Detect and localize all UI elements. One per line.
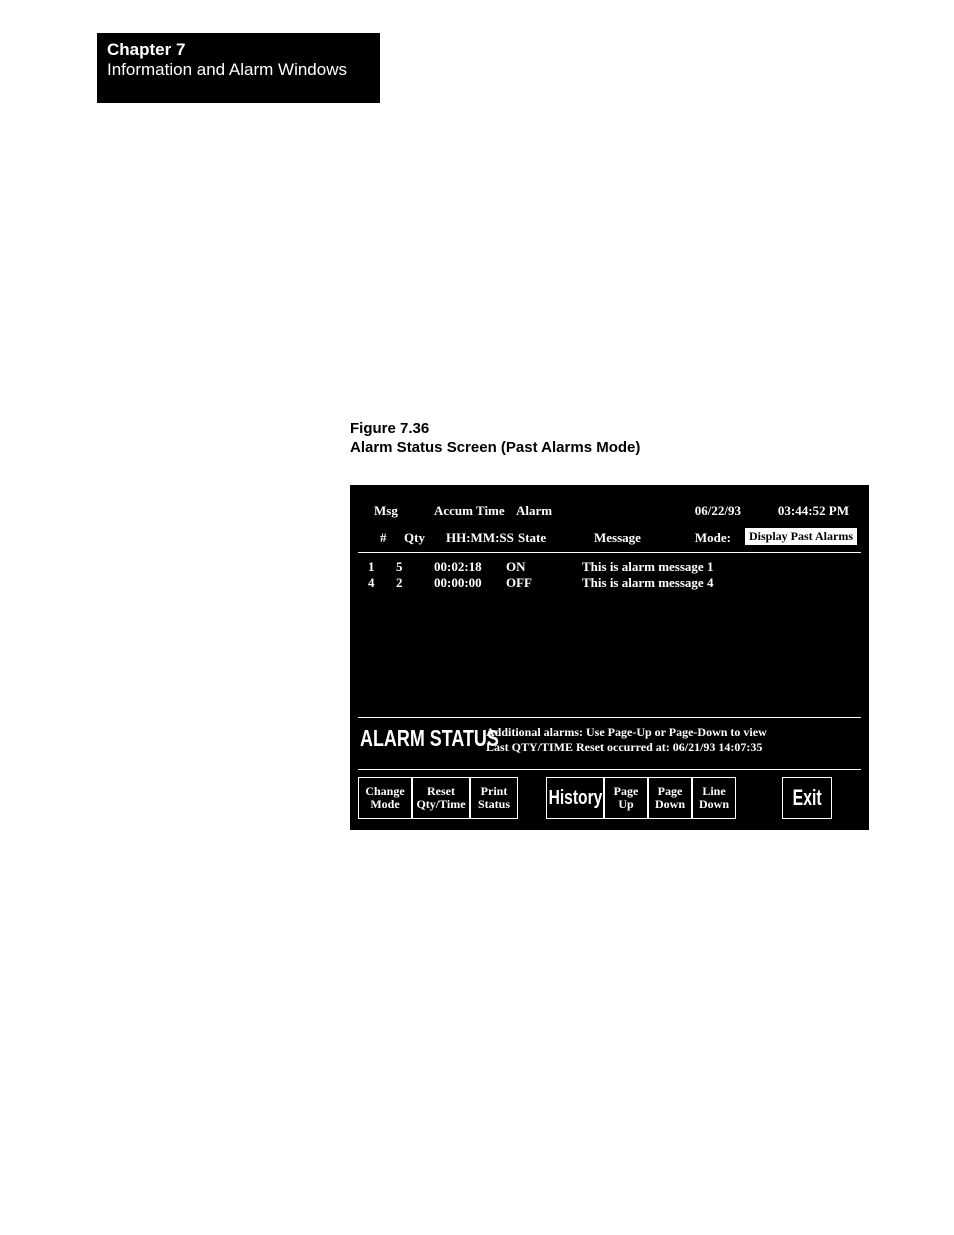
button-row: Change Mode Reset Qty/Time Print Status … (358, 777, 861, 821)
btn-line2: Qty/Time (416, 798, 465, 811)
info-line-2: Last QTY/TIME Reset occurred at: 06/21/9… (486, 740, 767, 755)
alarm-status-screen: Msg Accum Time Alarm 06/22/93 03:44:52 P… (350, 485, 869, 830)
header-mode-label: Mode: (695, 530, 731, 546)
chapter-header: Chapter 7 Information and Alarm Windows (97, 33, 380, 103)
alarm-status-title: ALARM STATUS (360, 725, 499, 752)
print-status-button[interactable]: Print Status (470, 777, 518, 819)
btn-line2: Mode (370, 798, 399, 811)
cell-state: OFF (506, 575, 532, 591)
reset-qty-time-button[interactable]: Reset Qty/Time (412, 777, 470, 819)
info-lines: Additional alarms: Use Page-Up or Page-D… (486, 725, 767, 755)
history-button[interactable]: History (546, 777, 604, 819)
divider-mid (358, 717, 861, 718)
btn-line2: Status (478, 798, 510, 811)
header-date: 06/22/93 (695, 503, 741, 519)
cell-time: 00:02:18 (434, 559, 482, 575)
btn-line2: Down (655, 798, 685, 811)
cell-state: ON (506, 559, 526, 575)
cell-qty: 2 (396, 575, 403, 591)
button-gap (736, 777, 782, 821)
divider-bottom (358, 769, 861, 770)
line-down-button[interactable]: Line Down (692, 777, 736, 819)
btn-label: Exit (792, 786, 821, 809)
cell-message: This is alarm message 4 (582, 575, 713, 591)
button-gap (518, 777, 546, 821)
figure-caption: Figure 7.36 Alarm Status Screen (Past Al… (350, 420, 640, 458)
btn-line2: Up (618, 798, 633, 811)
cell-msg: 1 (368, 559, 375, 575)
btn-line2: Down (699, 798, 729, 811)
figure-number: Figure 7.36 (350, 420, 640, 439)
header-qty: Qty (404, 530, 425, 546)
cell-msg: 4 (368, 575, 375, 591)
page-down-button[interactable]: Page Down (648, 777, 692, 819)
header-row-2: # Qty HH:MM:SS State Message Mode: Displ… (362, 530, 863, 550)
btn-label: History (548, 788, 602, 809)
cell-message: This is alarm message 1 (582, 559, 713, 575)
figure-title: Alarm Status Screen (Past Alarms Mode) (350, 439, 640, 458)
cell-time: 00:00:00 (434, 575, 482, 591)
change-mode-button[interactable]: Change Mode (358, 777, 412, 819)
header-time: 03:44:52 PM (778, 503, 849, 519)
mode-badge: Display Past Alarms (745, 528, 857, 545)
alarm-table-body: 1 5 00:02:18 ON This is alarm message 1 … (350, 559, 869, 591)
cell-qty: 5 (396, 559, 403, 575)
table-row: 4 2 00:00:00 OFF This is alarm message 4 (350, 575, 869, 591)
chapter-title: Chapter 7 (107, 41, 370, 60)
header-msg: Msg (374, 503, 398, 519)
info-line-1: Additional alarms: Use Page-Up or Page-D… (486, 725, 767, 740)
header-message: Message (594, 530, 641, 546)
header-hhmmss: HH:MM:SS (446, 530, 514, 546)
divider-top (358, 552, 861, 553)
table-row: 1 5 00:02:18 ON This is alarm message 1 (350, 559, 869, 575)
page-up-button[interactable]: Page Up (604, 777, 648, 819)
exit-button[interactable]: Exit (782, 777, 832, 819)
header-row-1: Msg Accum Time Alarm 06/22/93 03:44:52 P… (362, 503, 859, 521)
header-state: State (518, 530, 546, 546)
chapter-subtitle: Information and Alarm Windows (107, 60, 370, 80)
header-alarm: Alarm (516, 503, 552, 519)
header-num: # (380, 530, 387, 546)
header-accum-time: Accum Time (434, 503, 505, 519)
